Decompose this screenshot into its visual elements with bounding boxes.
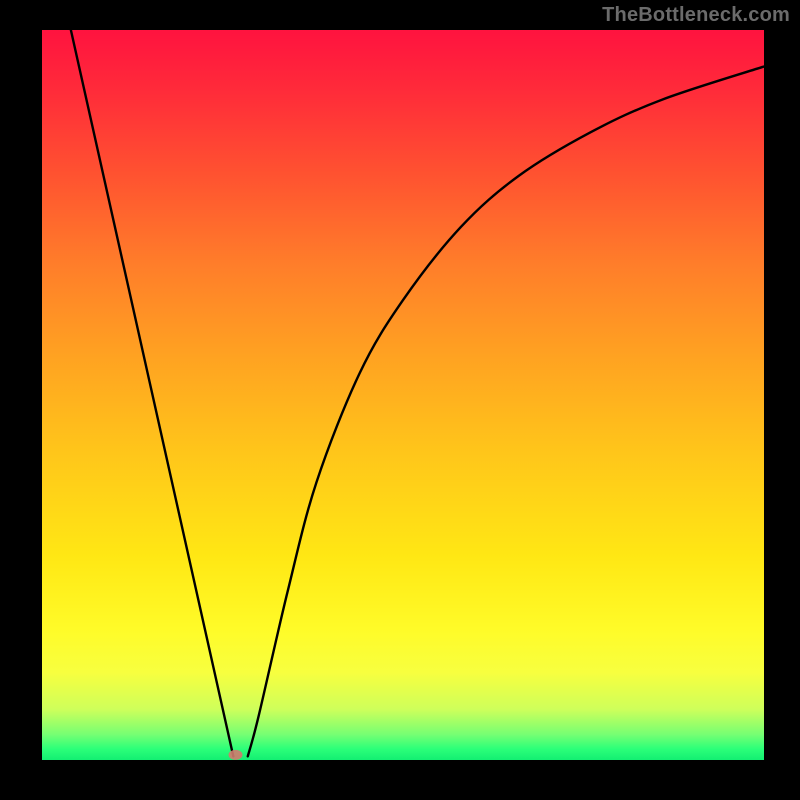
chart-frame: TheBottleneck.com [0, 0, 800, 800]
bottleneck-chart [0, 0, 800, 800]
watermark-text: TheBottleneck.com [602, 4, 790, 27]
